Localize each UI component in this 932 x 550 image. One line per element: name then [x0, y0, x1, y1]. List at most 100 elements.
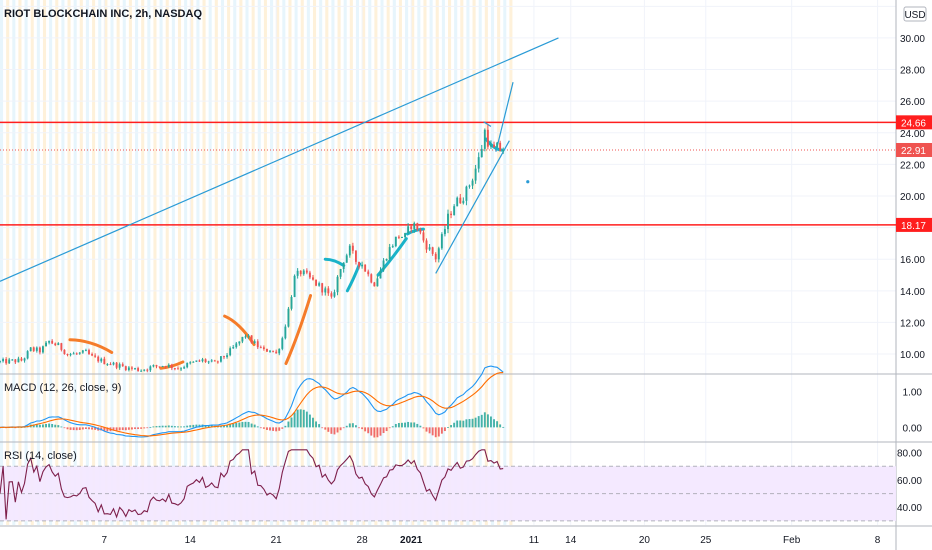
level-price-badge[interactable]	[896, 217, 932, 232]
candle-body	[358, 261, 360, 267]
last-price-badge[interactable]	[896, 142, 932, 157]
session-stripe	[355, 0, 360, 525]
candle-body	[364, 264, 367, 272]
macd-histogram-bar	[177, 426, 179, 428]
candle-body	[204, 359, 207, 362]
candle-body	[57, 343, 60, 346]
candle	[121, 362, 124, 367]
macd-histogram-bar	[229, 424, 232, 428]
candle	[339, 268, 342, 280]
hand-drawn-arc[interactable]	[284, 294, 313, 366]
macd-histogram-bar	[373, 427, 376, 438]
candle-body	[238, 341, 241, 344]
session-stripe	[472, 0, 476, 525]
macd-histogram-bar	[382, 427, 385, 434]
candle	[413, 221, 416, 233]
macd-legend: MACD (12, 26, close, 9)	[4, 382, 121, 394]
candle	[468, 184, 471, 189]
session-stripe	[288, 0, 292, 525]
macd-histogram-bar	[183, 426, 186, 428]
macd-histogram-bar	[164, 425, 167, 428]
trend-line[interactable]	[0, 37, 559, 282]
macd-histogram-bar	[140, 427, 143, 429]
session-stripe	[263, 0, 267, 525]
time-tick-label: 28	[357, 535, 369, 546]
hand-drawn-arc[interactable]	[323, 257, 346, 268]
candle	[456, 196, 459, 207]
candle-body	[321, 283, 324, 293]
candle-body	[367, 271, 370, 275]
level-price-badge[interactable]	[896, 115, 932, 130]
candle	[0, 360, 1, 364]
macd-histogram-bar	[134, 427, 136, 430]
candle-body	[281, 338, 284, 349]
candle	[296, 268, 299, 279]
candle	[459, 193, 462, 204]
candle	[112, 361, 115, 366]
wedge-upper-line[interactable]	[483, 121, 492, 127]
macd-histogram-bar	[385, 427, 388, 432]
candle	[440, 232, 443, 250]
candle	[244, 334, 247, 339]
macd-histogram-bar	[407, 421, 410, 428]
candle	[195, 360, 198, 363]
candle-body	[299, 270, 302, 275]
projection-line[interactable]	[495, 82, 514, 152]
macd-histogram-bar	[443, 427, 446, 432]
candle-body	[459, 197, 462, 204]
candle	[419, 227, 422, 235]
candle-body	[275, 351, 278, 354]
session-stripe	[18, 0, 22, 525]
macd-histogram-bar	[425, 427, 428, 432]
candle	[256, 339, 259, 350]
candle-body	[63, 349, 66, 355]
macd-histogram-bar	[241, 421, 244, 428]
macd-histogram-bar	[345, 425, 348, 428]
session-stripe	[306, 0, 310, 525]
macd-histogram-bar	[296, 409, 299, 428]
time-axis[interactable]: 7 14 21 28 2021 11 14 20 25 Feb 8	[102, 535, 881, 546]
candle-body	[385, 258, 388, 261]
macd-histogram-bar	[60, 426, 63, 428]
session-stripe	[128, 0, 132, 525]
macd-histogram-bar	[364, 427, 367, 432]
hand-drawn-arc[interactable]	[405, 227, 425, 236]
candle-body	[186, 363, 189, 368]
price-axis[interactable]: 10.0012.0014.0016.0018.0020.0022.0024.00…	[896, 34, 932, 514]
candle-body	[229, 348, 232, 356]
candle-body	[391, 246, 394, 248]
candle	[308, 270, 311, 280]
candle-body	[48, 340, 51, 343]
session-stripe	[6, 0, 10, 525]
session-stripe	[441, 0, 445, 525]
candle-body	[11, 359, 14, 361]
candle	[146, 368, 149, 373]
macd-histogram-bar	[299, 409, 302, 428]
candle	[207, 360, 210, 365]
candle	[134, 367, 136, 370]
currency-badge[interactable]: USD	[903, 6, 927, 22]
candle	[17, 356, 20, 363]
candle-body	[42, 346, 44, 353]
price-tick-label: 22.00	[900, 160, 925, 171]
price-tick-label: 10.00	[900, 350, 925, 361]
candle	[140, 369, 143, 372]
candle	[416, 222, 419, 232]
wedge-lower-line[interactable]	[435, 140, 510, 274]
candle-body	[266, 348, 268, 352]
candle	[471, 178, 474, 190]
macd-histogram-bar	[278, 427, 281, 431]
candle	[391, 244, 394, 248]
candle-body	[287, 308, 290, 327]
candle-body	[45, 342, 47, 347]
candle-body	[305, 270, 308, 273]
candle-body	[164, 366, 167, 368]
hand-drawn-arc[interactable]	[68, 338, 114, 354]
session-stripe	[349, 0, 353, 525]
candle-body	[118, 364, 121, 368]
candle-body	[115, 362, 118, 368]
candle	[351, 242, 354, 254]
macd-histogram-bar	[474, 417, 477, 428]
